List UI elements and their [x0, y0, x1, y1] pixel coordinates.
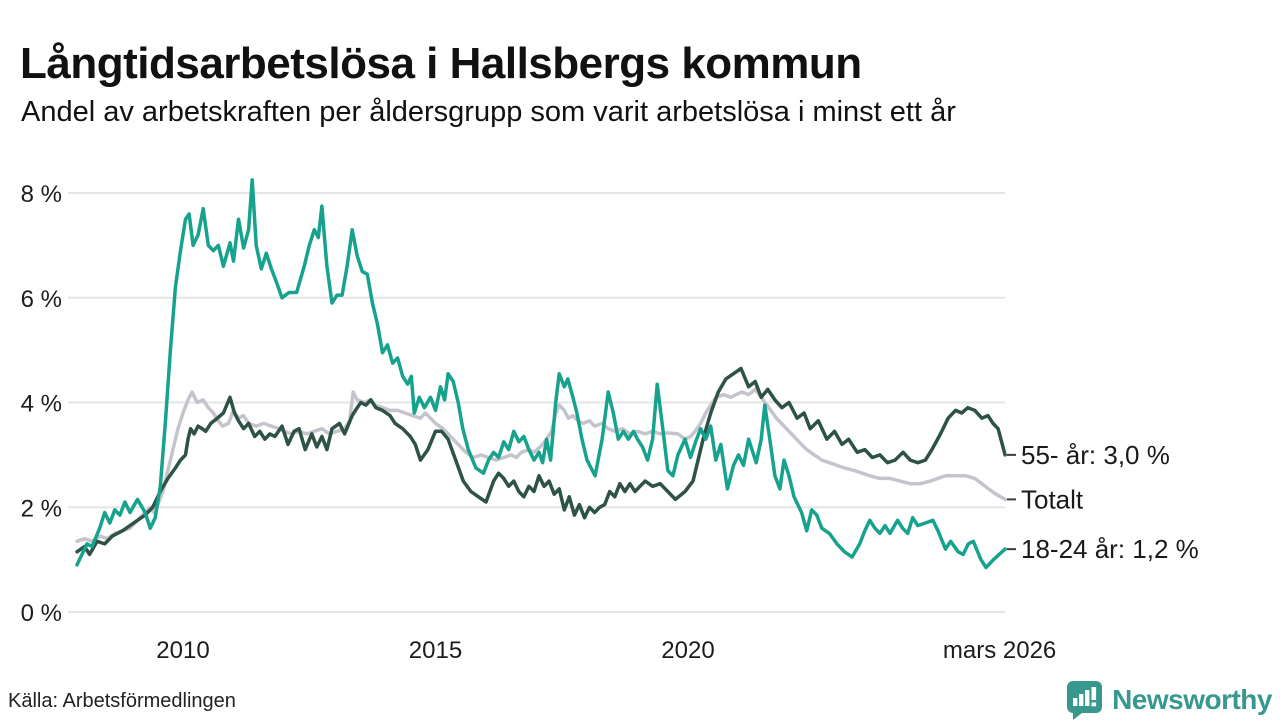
x-tick-label: 2020 — [661, 637, 714, 664]
y-tick-label: 2 % — [21, 495, 62, 522]
series-end-label: 18-24 år: 1,2 % — [1021, 534, 1199, 564]
y-tick-label: 8 % — [21, 181, 62, 208]
y-tick-label: 4 % — [21, 391, 62, 418]
x-tick-label: 2015 — [409, 637, 462, 664]
page-title: Långtidsarbetslösa i Hallsbergs kommun — [20, 39, 862, 89]
x-tick-label: 2010 — [156, 637, 209, 664]
newsworthy-brand: Newsworthy — [1066, 680, 1272, 720]
series-line-55-r — [75, 366, 1007, 557]
series-line-totalt — [75, 387, 1007, 544]
source-note: Källa: Arbetsförmedlingen — [8, 690, 236, 712]
series-end-label: 55- år: 3,0 % — [1021, 440, 1170, 470]
y-tick-label: 6 % — [21, 286, 62, 313]
newsworthy-logo-icon — [1066, 680, 1103, 720]
y-tick-label: 0 % — [21, 600, 62, 627]
page-subtitle: Andel av arbetskraften per åldersgrupp s… — [21, 96, 956, 128]
series-end-label: Totalt — [1021, 484, 1084, 514]
newsworthy-wordmark: Newsworthy — [1112, 684, 1272, 715]
series-line-18-24-r — [75, 178, 1007, 570]
x-tick-label: mars 2026 — [943, 637, 1056, 664]
